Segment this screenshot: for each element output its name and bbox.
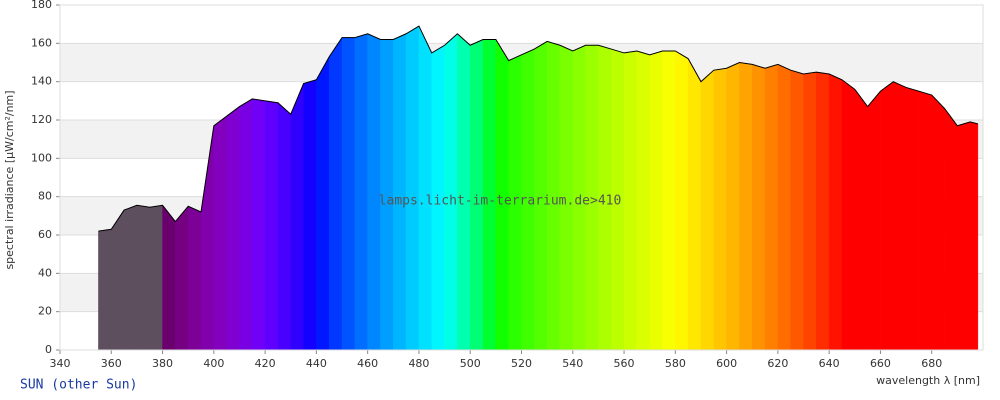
x-tick-label: 360 bbox=[101, 357, 122, 370]
area-segment bbox=[98, 228, 112, 351]
area-segment bbox=[367, 33, 381, 351]
area-segment bbox=[764, 64, 779, 351]
y-tick-label: 120 bbox=[31, 113, 52, 126]
area-segment bbox=[239, 98, 253, 351]
area-segment bbox=[405, 25, 420, 351]
y-tick-label: 20 bbox=[38, 305, 52, 318]
area-segment bbox=[123, 204, 138, 351]
x-tick-label: 420 bbox=[255, 357, 276, 370]
y-tick-label: 140 bbox=[31, 75, 52, 88]
area-segment bbox=[636, 50, 650, 351]
area-segment bbox=[854, 88, 868, 351]
y-axis-label: spectral irradiance [µW/cm²/nm] bbox=[3, 90, 16, 269]
area-segment bbox=[175, 205, 189, 351]
area-segment bbox=[162, 204, 176, 351]
area-segment bbox=[264, 100, 279, 351]
x-tick-label: 440 bbox=[306, 357, 327, 370]
y-tick-label: 80 bbox=[38, 190, 52, 203]
area-segment bbox=[816, 71, 830, 351]
area-segment bbox=[303, 79, 317, 351]
area-segment bbox=[252, 98, 266, 351]
x-tick-label: 580 bbox=[665, 357, 686, 370]
area-segment bbox=[200, 125, 215, 351]
area-segment bbox=[828, 73, 843, 351]
area-segment bbox=[803, 71, 817, 351]
x-tick-label: 340 bbox=[50, 357, 71, 370]
area-segment bbox=[931, 94, 945, 351]
area-segment bbox=[969, 121, 979, 351]
plot-frame bbox=[59, 4, 984, 351]
area-segment bbox=[893, 81, 907, 351]
area-segment bbox=[790, 69, 804, 351]
area-segment bbox=[944, 107, 958, 351]
area-segment bbox=[290, 83, 304, 351]
x-tick-label: 520 bbox=[511, 357, 532, 370]
spectrum-line bbox=[98, 25, 978, 232]
y-tick-label: 100 bbox=[31, 151, 52, 164]
x-tick-label: 460 bbox=[357, 357, 378, 370]
area-segment bbox=[457, 33, 471, 351]
y-tick-label: 160 bbox=[31, 36, 52, 49]
caption: SUN (other Sun) bbox=[20, 378, 137, 393]
y-tick-label: 40 bbox=[38, 266, 52, 279]
area-segment bbox=[841, 79, 856, 351]
area-segment bbox=[649, 50, 663, 351]
area-segment bbox=[739, 62, 753, 351]
x-tick-label: 500 bbox=[460, 357, 481, 370]
area-segment bbox=[393, 33, 407, 351]
area-segment bbox=[213, 115, 227, 351]
area-segment bbox=[918, 90, 932, 351]
x-tick-label: 680 bbox=[921, 357, 942, 370]
area-segment bbox=[277, 102, 291, 351]
y-tick-label: 0 bbox=[45, 343, 52, 356]
area-segment bbox=[777, 64, 791, 351]
y-tick-label: 60 bbox=[38, 228, 52, 241]
area-segment bbox=[418, 25, 433, 351]
area-segment bbox=[444, 33, 458, 351]
area-segment bbox=[226, 106, 240, 351]
x-tick-label: 480 bbox=[408, 357, 429, 370]
area-segment bbox=[111, 209, 125, 351]
area-segment bbox=[905, 87, 920, 351]
area-segment bbox=[713, 67, 727, 351]
area-segment bbox=[187, 205, 202, 351]
area-segment bbox=[700, 69, 715, 351]
area-segment bbox=[623, 50, 638, 351]
area-segment bbox=[726, 62, 740, 351]
area-segment bbox=[880, 81, 894, 351]
x-tick-label: 640 bbox=[819, 357, 840, 370]
y-tick-label: 180 bbox=[31, 0, 52, 11]
area-segment bbox=[316, 55, 330, 351]
x-tick-label: 560 bbox=[614, 357, 635, 370]
x-tick-label: 540 bbox=[562, 357, 583, 370]
x-axis-label: wavelength λ [nm] bbox=[876, 374, 980, 387]
x-tick-label: 660 bbox=[870, 357, 891, 370]
area-segment bbox=[149, 205, 163, 351]
area-segment bbox=[136, 205, 150, 351]
watermark: lamps.licht-im-terrarium.de>410 bbox=[379, 194, 622, 209]
area-segment bbox=[752, 64, 766, 351]
area-segment bbox=[957, 121, 971, 351]
area-segment bbox=[662, 50, 676, 351]
x-tick-label: 380 bbox=[152, 357, 173, 370]
area-segment bbox=[328, 36, 343, 351]
x-tick-label: 600 bbox=[716, 357, 737, 370]
area-segment bbox=[675, 50, 689, 351]
area-segment bbox=[867, 90, 881, 351]
x-tick-label: 400 bbox=[203, 357, 224, 370]
area-segment bbox=[687, 57, 702, 351]
x-tick-label: 620 bbox=[767, 357, 788, 370]
area-segment bbox=[354, 33, 368, 351]
area-segment bbox=[341, 37, 356, 351]
